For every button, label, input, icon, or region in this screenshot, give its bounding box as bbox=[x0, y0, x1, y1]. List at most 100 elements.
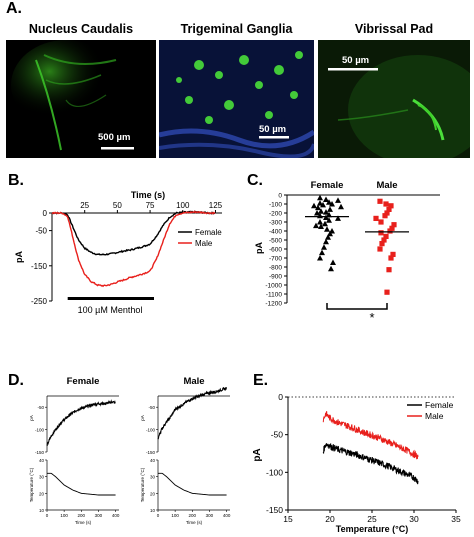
d-current-y-tick-label: -50 bbox=[148, 405, 155, 410]
c-point-female bbox=[335, 215, 341, 221]
c-point-female bbox=[317, 200, 323, 206]
b-stimulus-bar bbox=[67, 297, 154, 300]
c-point-female bbox=[325, 234, 331, 240]
e-series-line-female bbox=[322, 443, 419, 485]
e-y-axis-label: pA bbox=[252, 448, 263, 461]
c-y-tick-label: -400 bbox=[269, 229, 282, 236]
d-x-tick-label: 400 bbox=[112, 513, 120, 518]
c-point-female bbox=[315, 204, 321, 211]
scale-label-trigeminal-ganglia: 50 µm bbox=[259, 124, 287, 135]
c-y-tick-label: -600 bbox=[269, 247, 282, 254]
c-significance-bracket bbox=[326, 303, 388, 310]
d-temp-trace-female bbox=[47, 472, 116, 496]
e-legend-label-male: Male bbox=[425, 411, 444, 421]
c-point-male bbox=[383, 233, 389, 239]
c-y-tick-label: -100 bbox=[269, 202, 282, 209]
c-point-female bbox=[329, 201, 335, 207]
image-title-trigeminal-ganglia: Trigeminal Ganglia bbox=[180, 22, 293, 36]
d-current-y-axis-label-male: pA bbox=[140, 415, 145, 421]
c-point-female bbox=[323, 238, 329, 245]
c-point-female bbox=[323, 209, 329, 215]
panel-d-letter: D. bbox=[8, 372, 24, 389]
c-point-female bbox=[338, 203, 344, 210]
d-title-male: Male bbox=[183, 376, 204, 387]
e-y-tick-label: -150 bbox=[266, 505, 283, 515]
c-category-label-male: Male bbox=[376, 180, 397, 191]
c-y-tick-label: -1100 bbox=[266, 292, 283, 299]
c-point-female bbox=[323, 196, 329, 202]
b-x-tick-label: 125 bbox=[209, 201, 223, 210]
c-point-female bbox=[324, 226, 330, 232]
c-y-tick-label: -300 bbox=[269, 220, 282, 227]
c-y-tick-label: -1200 bbox=[265, 301, 282, 308]
c-y-tick-label: -500 bbox=[269, 238, 282, 245]
scale-label-vibrissal-pad: 50 µm bbox=[342, 55, 370, 66]
c-point-male bbox=[388, 255, 394, 261]
c-y-tick-label: -200 bbox=[269, 211, 282, 218]
c-point-female bbox=[317, 194, 323, 201]
e-x-tick-label: 30 bbox=[409, 514, 419, 524]
c-point-female bbox=[326, 217, 332, 223]
d-current-trace-female bbox=[46, 399, 116, 446]
d-x-axis-label-female: Time (s) bbox=[75, 520, 92, 525]
c-point-male bbox=[377, 198, 383, 204]
c-category-label-female: Female bbox=[311, 180, 344, 191]
e-x-axis-label: Temperature (°C) bbox=[336, 524, 408, 534]
e-y-tick-label: -50 bbox=[271, 430, 284, 440]
d-current-trace-male bbox=[157, 386, 227, 440]
c-point-male bbox=[377, 246, 383, 252]
b-series-line-female bbox=[51, 210, 216, 256]
b-y-tick-label: -250 bbox=[31, 297, 48, 306]
b-legend-label-male: Male bbox=[195, 239, 213, 248]
c-point-male bbox=[381, 237, 387, 243]
c-point-female bbox=[326, 211, 332, 218]
d-x-tick-label: 100 bbox=[60, 513, 68, 518]
micrograph-trigeminal-ganglia: 50 µm bbox=[159, 40, 314, 158]
d-temp-y-tick-label: 30 bbox=[39, 475, 45, 480]
e-x-tick-label: 25 bbox=[367, 514, 377, 524]
c-point-male bbox=[378, 219, 384, 225]
c-point-male bbox=[384, 289, 390, 295]
d-temp-y-axis-label-male: Temperature (°C) bbox=[140, 467, 145, 502]
b-x-tick-label: 50 bbox=[113, 201, 122, 210]
image-title-nucleus-caudalis: Nucleus Caudalis bbox=[28, 22, 134, 36]
d-current-y-tick-label: -100 bbox=[35, 428, 45, 433]
c-point-female bbox=[327, 206, 333, 212]
c-point-male bbox=[383, 201, 389, 207]
c-point-male bbox=[389, 225, 395, 231]
c-y-tick-label: -800 bbox=[269, 265, 282, 272]
e-series-line-male bbox=[322, 411, 419, 460]
d-current-y-tick-label: -150 bbox=[146, 450, 156, 455]
b-x-tick-label: 75 bbox=[146, 201, 155, 210]
c-point-female bbox=[326, 199, 332, 205]
c-point-female bbox=[323, 214, 329, 220]
c-point-male bbox=[386, 267, 392, 273]
c-point-male bbox=[388, 203, 394, 209]
b-y-tick-label: -150 bbox=[31, 262, 48, 271]
scale-label-nucleus-caudalis: 500 µm bbox=[98, 132, 131, 143]
d-x-tick-label: 400 bbox=[223, 513, 231, 518]
c-point-male bbox=[390, 251, 396, 257]
d-temp-y-tick-label: 10 bbox=[39, 508, 45, 513]
d-temp-y-tick-label: 20 bbox=[39, 491, 45, 496]
c-point-female bbox=[317, 255, 323, 261]
d-current-y-tick-label: -50 bbox=[37, 405, 44, 410]
e-x-tick-label: 20 bbox=[325, 514, 335, 524]
d-temp-y-tick-label: 30 bbox=[150, 475, 156, 480]
d-current-y-tick-label: -100 bbox=[146, 428, 156, 433]
c-point-male bbox=[391, 222, 397, 228]
c-point-male bbox=[382, 213, 388, 219]
micrograph-vibrissal-pad: 50 µm bbox=[318, 40, 470, 158]
d-title-female: Female bbox=[67, 376, 100, 387]
d-x-tick-label: 200 bbox=[78, 513, 86, 518]
c-point-female bbox=[320, 201, 326, 208]
d-temp-y-tick-label: 10 bbox=[150, 508, 156, 513]
b-y-axis-label: pA bbox=[14, 251, 24, 263]
b-stimulus-label: 100 µM Menthol bbox=[78, 305, 143, 315]
d-x-tick-label: 0 bbox=[157, 513, 160, 518]
image-title-vibrissal-pad: Vibrissal Pad bbox=[354, 22, 434, 36]
c-point-female bbox=[335, 197, 341, 203]
c-point-female bbox=[328, 265, 334, 272]
d-x-tick-label: 0 bbox=[46, 513, 49, 518]
